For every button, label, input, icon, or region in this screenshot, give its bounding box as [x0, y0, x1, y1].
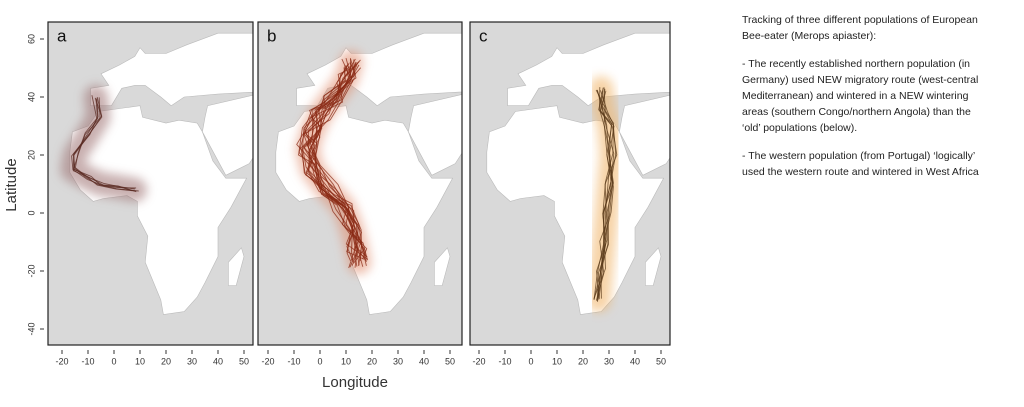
track [596, 87, 611, 300]
panel-label: a [57, 26, 67, 45]
y-tick-label: 20 [26, 150, 36, 160]
x-tick-label: 20 [578, 356, 588, 366]
land [202, 94, 253, 176]
track [74, 98, 136, 192]
track [593, 87, 614, 299]
land [645, 247, 662, 286]
track [72, 98, 135, 190]
track [600, 88, 614, 299]
caption-line: Mediterranean) and wintered in a NEW win… [742, 90, 969, 102]
track [73, 97, 139, 192]
x-tick-label: -20 [55, 356, 68, 366]
y-tick-label: 0 [26, 210, 36, 215]
y-tick-label: 60 [26, 34, 36, 44]
x-tick-label: 40 [630, 356, 640, 366]
track [303, 59, 359, 268]
land [408, 94, 462, 176]
caption-line: used the western route and wintered in W… [742, 166, 979, 178]
caption-line: Germany) used NEW migratory route (west-… [742, 74, 978, 86]
caption-line: ‘old’ populations (below). [742, 122, 857, 134]
x-tick-label: 0 [528, 356, 533, 366]
x-tick-label: 50 [445, 356, 455, 366]
track [309, 63, 365, 260]
y-tick-label: 40 [26, 92, 36, 102]
land [228, 247, 245, 286]
panel-label: b [267, 26, 276, 45]
x-tick-label: 50 [656, 356, 666, 366]
x-tick-label: 40 [213, 356, 223, 366]
x-tick-label: 10 [341, 356, 351, 366]
x-tick-label: 50 [239, 356, 249, 366]
map [486, 32, 670, 315]
caption-line: Tracking of three different populations … [742, 14, 978, 26]
x-axis-label: Longitude [322, 374, 388, 391]
x-tick-label: 0 [111, 356, 116, 366]
x-tick-label: -10 [81, 356, 94, 366]
panel-frame [469, 21, 671, 346]
map [60, 32, 253, 315]
x-tick-label: -10 [498, 356, 511, 366]
y-tick-label: -40 [26, 322, 36, 335]
x-tick-label: -20 [472, 356, 485, 366]
x-tick-label: 40 [419, 356, 429, 366]
track [309, 62, 360, 266]
land [434, 247, 451, 286]
track [298, 58, 368, 260]
caption-line: - The recently established northern popu… [742, 58, 970, 70]
map [275, 32, 462, 315]
x-tick-label: 10 [135, 356, 145, 366]
land [507, 32, 670, 107]
caption-line: - The western population (from Portugal)… [742, 150, 975, 162]
x-tick-label: 30 [604, 356, 614, 366]
x-tick-label: 20 [161, 356, 171, 366]
track [297, 67, 368, 260]
y-tick-label: -20 [26, 264, 36, 277]
land [619, 94, 670, 176]
x-tick-label: 0 [317, 356, 322, 366]
caption-line: Bee-eater (Merops apiaster): [742, 30, 876, 42]
x-tick-label: 30 [393, 356, 403, 366]
panel-frame [47, 21, 254, 346]
panel-label: c [479, 26, 488, 45]
panel-frame [257, 21, 463, 346]
x-tick-label: 30 [187, 356, 197, 366]
track [307, 61, 362, 261]
x-tick-label: 20 [367, 356, 377, 366]
y-axis-label: Latitude [3, 158, 20, 211]
track [595, 89, 612, 302]
x-tick-label: -20 [261, 356, 274, 366]
x-tick-label: 10 [552, 356, 562, 366]
land [90, 32, 253, 107]
caption-line: areas (southern Congo/northern Angola) t… [742, 106, 971, 118]
x-tick-label: -10 [287, 356, 300, 366]
